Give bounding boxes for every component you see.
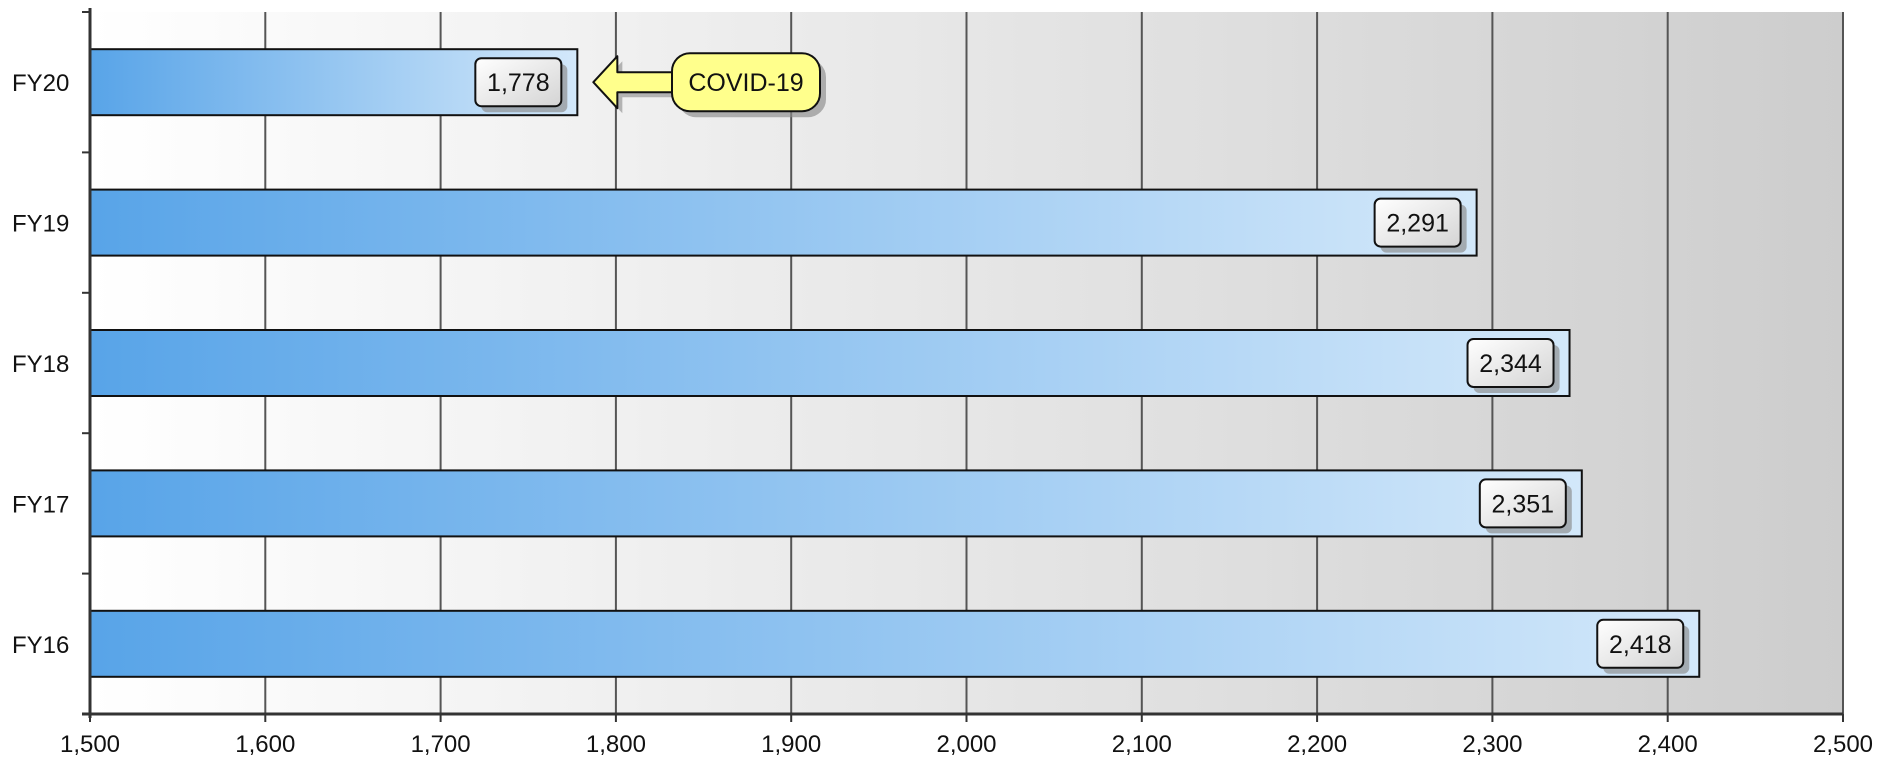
- data-label-box: [1466, 338, 1555, 388]
- category-label: FY20: [12, 70, 69, 97]
- x-tick-label: 2,000: [936, 731, 996, 758]
- data-label-box: [1373, 197, 1462, 248]
- data-label: 2,344: [1479, 350, 1542, 378]
- x-tick-label: 2,100: [1112, 731, 1172, 758]
- bar-fy16: [89, 609, 1701, 678]
- x-tick-label: 2,500: [1813, 731, 1873, 758]
- x-tick-label: 1,600: [235, 731, 295, 758]
- x-tick-label: 2,400: [1638, 731, 1698, 758]
- data-label: 1,778: [487, 69, 550, 97]
- callout-annotation: COVID-19: [592, 52, 826, 118]
- data-label-box: [474, 57, 563, 108]
- data-label: 2,291: [1386, 210, 1449, 238]
- bar-fy19: [89, 188, 1478, 257]
- x-tick-label: 1,500: [60, 731, 120, 758]
- x-tick-label: 1,900: [761, 731, 821, 758]
- callout-box: [671, 52, 821, 113]
- data-label-box: [1596, 618, 1685, 669]
- data-label: 2,418: [1609, 631, 1672, 659]
- category-label: FY18: [12, 351, 69, 378]
- data-label: 2,351: [1492, 490, 1555, 518]
- callout-text: COVID-19: [688, 69, 803, 97]
- bar-fy17: [89, 469, 1583, 538]
- category-label: FY17: [12, 491, 69, 518]
- category-label: FY16: [12, 632, 69, 659]
- x-tick-label: 2,200: [1287, 731, 1347, 758]
- x-tick-label: 1,700: [411, 731, 471, 758]
- data-label-box: [1478, 478, 1567, 529]
- x-tick-label: 2,300: [1462, 731, 1522, 758]
- bar-fy18: [89, 329, 1571, 397]
- x-tick-label: 1,800: [586, 731, 646, 758]
- category-label: FY19: [12, 211, 69, 238]
